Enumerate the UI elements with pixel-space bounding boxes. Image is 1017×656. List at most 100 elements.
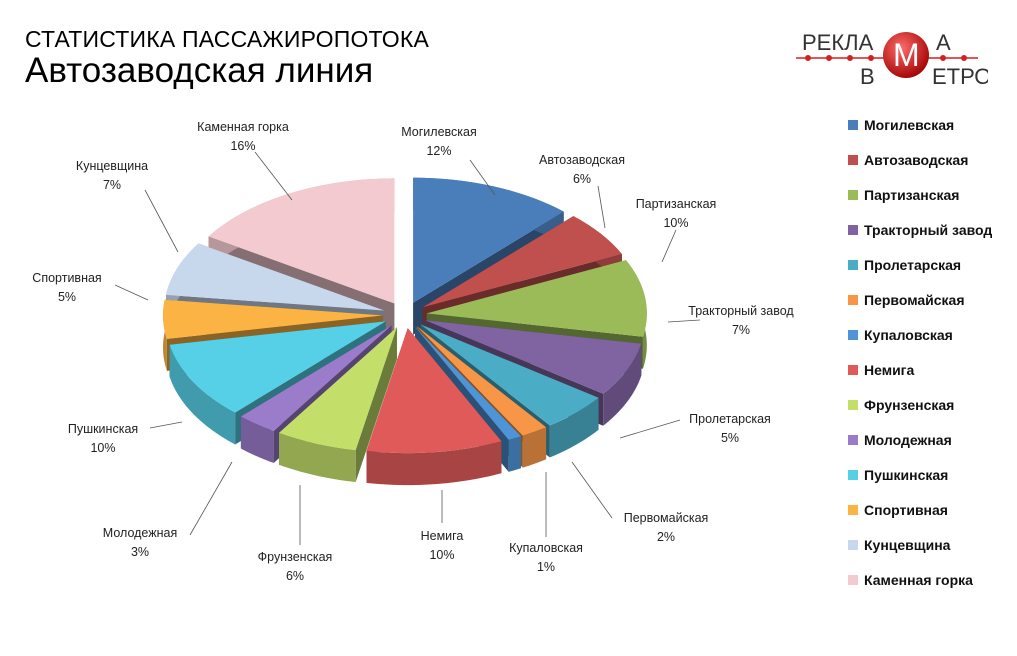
reklama-v-metro-logo: РЕКЛА А М В ЕТРО	[796, 30, 988, 89]
legend-swatch	[848, 224, 858, 235]
legend-label: Пушкинская	[864, 466, 949, 483]
leader-line	[149, 421, 183, 429]
slice-outer-wall	[522, 427, 547, 468]
legend-swatch	[848, 574, 858, 585]
data-label-percent: 10%	[90, 441, 115, 455]
data-label-percent: 7%	[732, 323, 750, 337]
slice-top	[426, 260, 647, 337]
slice-outer-wall	[366, 441, 502, 486]
slice-top	[413, 177, 564, 303]
leader-line	[114, 284, 149, 301]
leader-line	[661, 229, 677, 263]
legend-swatch	[848, 189, 858, 200]
data-label-percent: 5%	[721, 431, 739, 445]
slice-top	[163, 299, 384, 339]
svg-text:РЕКЛА: РЕКЛА	[802, 30, 874, 55]
slice-top	[166, 243, 385, 311]
legend-swatch	[848, 154, 858, 165]
leader-line	[469, 159, 496, 196]
legend-swatch	[848, 539, 858, 550]
legend-label: Каменная горка	[864, 571, 973, 588]
data-label-name: Фрунзенская	[258, 550, 333, 564]
svg-text:В: В	[860, 64, 875, 89]
legend-label: Кунцевщина	[864, 536, 951, 553]
leader-line	[619, 419, 681, 439]
legend-label: Фрунзенская	[864, 396, 955, 413]
svg-text:М: М	[893, 37, 920, 73]
legend-swatch	[848, 364, 858, 375]
legend-item: Партизанская	[848, 177, 992, 212]
legend-label: Молодежная	[864, 431, 952, 448]
data-label-name: Автозаводская	[539, 153, 625, 167]
legend-swatch	[848, 504, 858, 515]
legend-label: Автозаводская	[864, 151, 969, 168]
legend-label: Партизанская	[864, 186, 960, 203]
legend-item: Немига	[848, 352, 992, 387]
legend-item: Тракторный завод	[848, 212, 992, 247]
legend-swatch	[848, 399, 858, 410]
legend-item: Каменная горка	[848, 562, 992, 597]
legend-swatch	[848, 434, 858, 445]
legend-swatch	[848, 259, 858, 270]
title-line-1: СТАТИСТИКА ПАССАЖИРОПОТОКА	[25, 26, 429, 52]
data-label-percent: 10%	[663, 216, 688, 230]
data-label-percent: 12%	[426, 144, 451, 158]
data-label-name: Молодежная	[103, 526, 177, 540]
pie-slices	[163, 177, 647, 486]
slice-outer-wall	[279, 432, 356, 483]
data-label-name: Каменная горка	[197, 120, 289, 134]
legend-swatch	[848, 119, 858, 130]
legend-item: Могилевская	[848, 107, 992, 142]
slice-top	[416, 326, 547, 436]
data-label-percent: 7%	[103, 178, 121, 192]
data-label-name: Тракторный завод	[688, 304, 794, 318]
pie-slice-7	[366, 328, 502, 486]
leader-line	[667, 319, 701, 323]
slice-top	[208, 178, 395, 304]
data-label-name: Кунцевщина	[76, 159, 148, 173]
legend-item: Купаловская	[848, 317, 992, 352]
legend-item: Пролетарская	[848, 247, 992, 282]
data-label-name: Первомайская	[624, 511, 709, 525]
data-label-percent: 3%	[131, 545, 149, 559]
legend-label: Немига	[864, 361, 915, 378]
slice-top	[420, 324, 599, 426]
data-label-percent: 10%	[429, 548, 454, 562]
leader-line	[597, 185, 606, 229]
legend-swatch	[848, 294, 858, 305]
leader-line	[254, 151, 293, 201]
slice-outer-wall	[508, 436, 521, 472]
data-label-percent: 16%	[230, 139, 255, 153]
leader-line	[189, 461, 233, 536]
slice-outer-wall	[603, 343, 642, 426]
title-line-2: Автозаводская линия	[25, 51, 374, 90]
legend-item: Фрунзенская	[848, 387, 992, 422]
data-label-name: Немига	[421, 529, 464, 543]
slice-top	[366, 328, 502, 454]
slice-top	[240, 325, 392, 431]
slice-top	[414, 326, 521, 440]
slice-outer-wall	[169, 344, 236, 445]
legend-label: Могилевская	[864, 116, 955, 133]
legend-label: Тракторный завод	[864, 221, 993, 238]
svg-text:А: А	[936, 30, 951, 55]
data-label-percent: 5%	[58, 290, 76, 304]
slice-top	[279, 327, 397, 451]
leader-line	[571, 461, 613, 519]
data-label-percent: 6%	[573, 172, 591, 186]
legend-label: Первомайская	[864, 291, 965, 308]
legend-swatch	[848, 329, 858, 340]
data-label-name: Спортивная	[32, 271, 101, 285]
data-label-name: Партизанская	[636, 197, 717, 211]
data-label-name: Могилевская	[401, 125, 477, 139]
data-label-percent: 1%	[537, 560, 555, 574]
data-label-name: Пролетарская	[689, 412, 771, 426]
slice-top	[169, 321, 386, 413]
legend-label: Пролетарская	[864, 256, 962, 273]
slice-outer-wall	[549, 397, 599, 458]
data-label-percent: 6%	[286, 569, 304, 583]
legend-label: Купаловская	[864, 326, 953, 343]
legend-item: Пушкинская	[848, 457, 992, 492]
data-labels: Могилевская 12% Автозаводская 6% Партизанска…	[32, 120, 794, 583]
legend-swatch	[848, 469, 858, 480]
